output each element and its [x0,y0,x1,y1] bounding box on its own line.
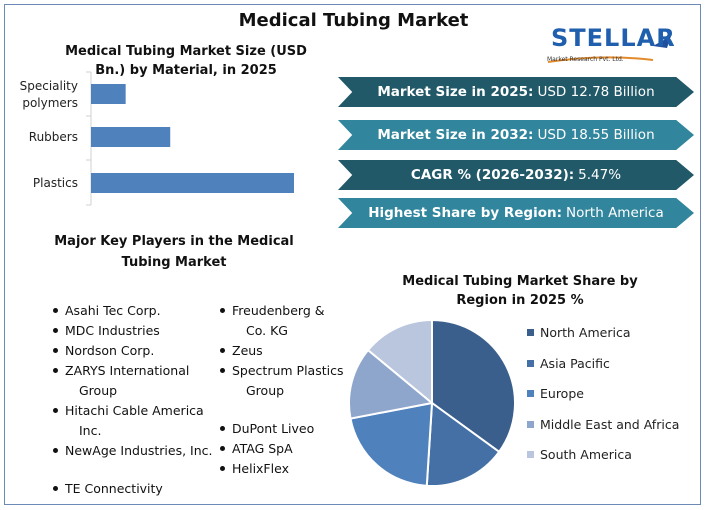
bullet-icon [220,446,225,451]
legend-label: Middle East and Africa [540,416,680,432]
bar-rubbers [91,127,171,147]
bar-plastics [91,173,294,193]
page-title: Medical Tubing Market [238,10,469,31]
banner-label: Market Size in 2032: [377,127,534,143]
player-item: Freudenberg & Co. KG [232,303,325,338]
pie-slice-europe [349,401,434,487]
pie-chart [348,318,516,487]
player-item: Hitachi Cable America Inc. [65,403,204,438]
bullet-icon [53,486,58,491]
category-label: Speciality polymers [19,79,78,110]
bar-chart-title: Medical Tubing Market Size (USD Bn.) by … [65,44,307,78]
y-axis [86,71,92,206]
players-title: Major Key Players in the Medical Tubing … [54,234,294,270]
banner-value: USD 12.78 Billion [537,84,655,100]
logo-text: STELLAR [551,24,676,52]
banner-value: 5.47% [578,167,622,183]
player-item: ZARYS International Group [65,363,190,398]
logo-tagline: Market Research Pvt. Ltd. [547,56,624,63]
logo: STELLAR Market Research Pvt. Ltd. [543,22,678,68]
pie-slice-middle-east-and-africa [348,348,435,420]
legend-item: North America [527,325,631,340]
banner-label: CAGR % (2026-2032): [410,167,575,183]
bullet-icon [220,426,225,431]
bar-speciality-polymers [91,84,126,104]
banner-label: Market Size in 2025: [377,84,534,100]
player-item: TE Connectivity [65,481,163,496]
bullet-icon [220,466,225,471]
bullet-icon [220,308,225,313]
legend-item: Europe [527,386,584,401]
bullet-icon [53,368,58,373]
pie-chart-title: Medical Tubing Market Share by Region in… [402,274,638,308]
logo-swoosh-icon [547,36,671,63]
player-item: MDC Industries [65,323,160,338]
banner-value: North America [566,205,664,221]
category-label: Rubbers [28,130,78,144]
player-item: Spectrum Plastics Group [232,363,344,398]
legend-item: Middle East and Africa [527,417,679,432]
frame [4,4,701,505]
pie-slice-south-america [366,318,433,406]
bullet-icon [53,308,58,313]
bullet-icon [53,348,58,353]
legend-swatch-icon [527,359,534,367]
legend-label: Europe [540,386,584,401]
bullet-icon [220,348,225,353]
player-item: Asahi Tec Corp. [65,303,161,318]
legend-item: Asia Pacific [527,356,610,371]
legend-label: North America [540,325,631,340]
player-item: ATAG SpA [232,441,293,456]
banner-cagr: CAGR % (2026-2032): 5.47% [338,160,694,190]
banner-value: USD 18.55 Billion [537,127,655,143]
legend-label: South America [540,447,632,462]
player-item: Zeus [232,343,263,358]
legend-swatch-icon [527,390,534,397]
player-item: HelixFlex [232,461,289,476]
pie-slice-asia-pacific [425,401,501,487]
bullet-icon [53,448,58,453]
pie-slice-north-america [431,318,516,454]
legend-swatch-icon [527,329,534,336]
player-item: Nordson Corp. [65,343,155,358]
banner-highest-share: Highest Share by Region: North America [338,198,694,228]
player-item: NewAge Industries, Inc. [65,443,213,458]
bullet-icon [53,408,58,413]
legend-label: Asia Pacific [540,355,610,371]
banner-market-size-2032: Market Size in 2032: USD 18.55 Billion [338,120,694,150]
legend-swatch-icon [527,451,534,458]
bullet-icon [53,328,58,333]
player-item: DuPont Liveo [232,421,315,436]
category-label: Plastics [32,176,78,190]
bar-chart [86,71,294,206]
banner-label: Highest Share by Region: [368,205,563,221]
legend-item: South America [527,447,632,462]
legend-swatch-icon [527,420,534,428]
banner-market-size-2025: Market Size in 2025: USD 12.78 Billion [338,77,694,107]
bullet-icon [220,368,225,373]
